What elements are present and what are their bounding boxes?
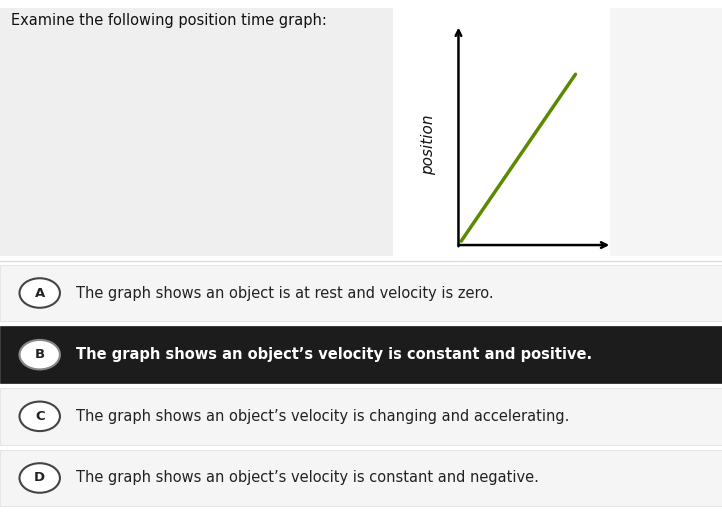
Text: time: time <box>510 281 544 296</box>
Text: B: B <box>35 348 45 361</box>
Text: A: A <box>35 287 45 299</box>
Text: D: D <box>34 472 45 484</box>
Text: The graph shows an object’s velocity is changing and accelerating.: The graph shows an object’s velocity is … <box>76 409 569 424</box>
Text: The graph shows an object is at rest and velocity is zero.: The graph shows an object is at rest and… <box>76 286 493 300</box>
Text: Examine the following position time graph:: Examine the following position time grap… <box>11 13 326 28</box>
Text: The graph shows an object’s velocity is constant and positive.: The graph shows an object’s velocity is … <box>76 347 592 362</box>
Text: position: position <box>421 115 436 175</box>
Text: The graph shows an object’s velocity is constant and negative.: The graph shows an object’s velocity is … <box>76 471 539 485</box>
Text: C: C <box>35 410 45 423</box>
